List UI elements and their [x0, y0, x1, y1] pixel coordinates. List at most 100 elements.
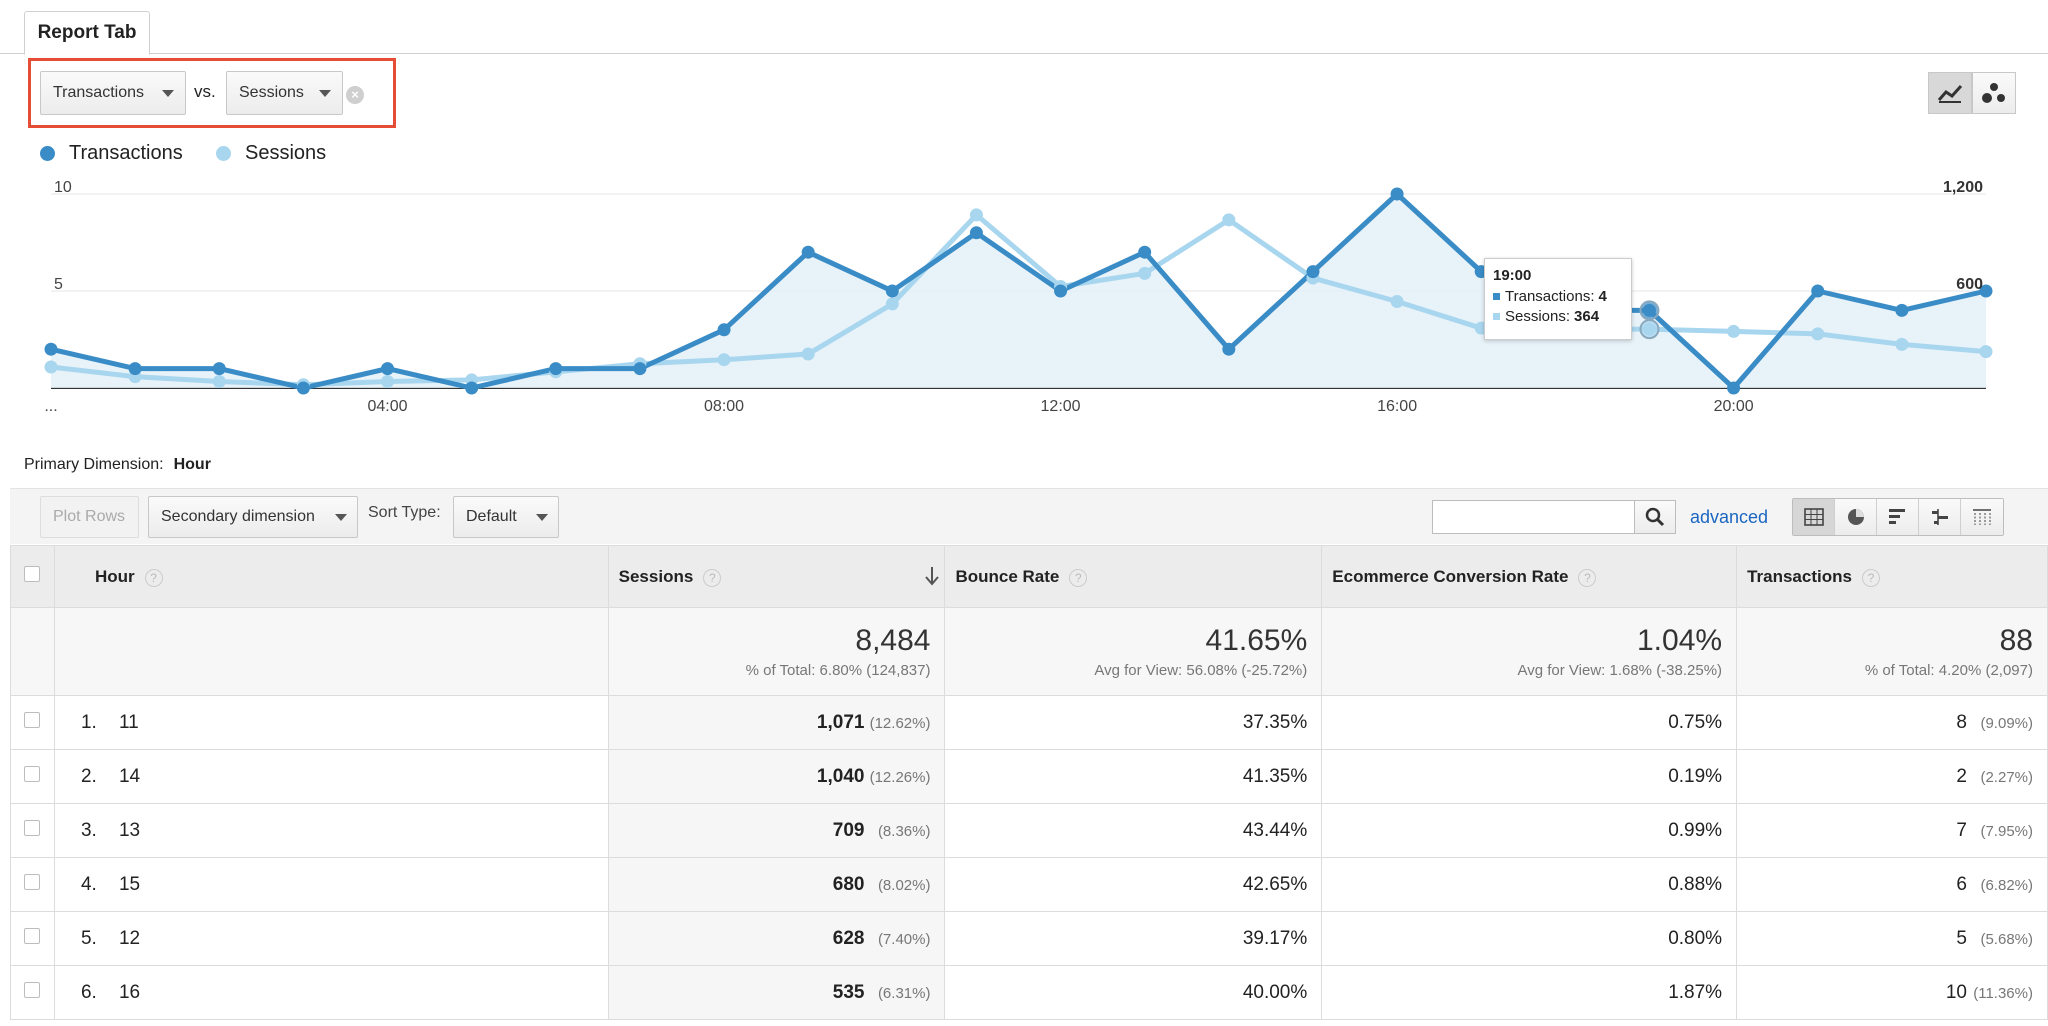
comparison-icon	[1931, 509, 1948, 525]
row-bounce-cell: 43.44%	[944, 803, 1323, 858]
row-transactions-cell: 8 (9.09%)	[1736, 695, 2048, 750]
data-point-transactions	[128, 362, 142, 376]
help-icon[interactable]: ?	[1578, 568, 1597, 587]
row-hour-link[interactable]: 12	[118, 927, 141, 949]
row-bounce-cell: 39.17%	[944, 911, 1323, 966]
row-hour-link[interactable]: 16	[118, 981, 141, 1003]
legend-dot-icon	[216, 146, 231, 161]
pivot-view-button[interactable]	[1961, 499, 2003, 535]
data-point-transactions	[1979, 284, 1993, 298]
primary-dimension-hour[interactable]: Hour	[173, 456, 211, 473]
total-value: 41.65%	[1205, 624, 1308, 657]
row-transactions-pct: (2.27%)	[1980, 768, 2033, 786]
row-checkbox[interactable]	[24, 981, 41, 998]
column-header-hour[interactable]: Hour?	[53, 545, 609, 608]
percentage-view-button[interactable]	[1835, 499, 1877, 535]
sort-type-dropdown[interactable]: Default	[453, 496, 559, 538]
advanced-filter-link[interactable]: advanced	[1690, 507, 1769, 527]
pie-chart-icon	[1847, 509, 1864, 525]
chevron-down-icon	[335, 514, 347, 521]
legend-sessions[interactable]: Sessions	[216, 142, 326, 165]
motion-chart-button[interactable]	[1972, 72, 2016, 114]
data-point-transactions	[885, 284, 899, 298]
plot-rows-button[interactable]: Plot Rows	[40, 496, 139, 538]
comparison-view-button[interactable]	[1919, 499, 1961, 535]
row-sessions-cell: 535 (6.31%)	[607, 965, 946, 1020]
data-point-sessions	[801, 347, 815, 361]
totals-row: 8,484 % of Total: 6.80% (124,837) 41.65% A…	[10, 607, 2048, 696]
y-axis-right-tick: 600	[1956, 276, 1983, 293]
row-bounce-value: 42.65%	[1242, 873, 1308, 895]
row-checkbox[interactable]	[24, 765, 41, 782]
table-search-input[interactable]	[1432, 500, 1636, 534]
data-point-transactions	[465, 381, 479, 395]
data-point-transactions	[1811, 284, 1825, 298]
data-point-transactions	[801, 245, 815, 259]
row-hour-link[interactable]: 11	[118, 711, 139, 733]
row-bounce-value: 39.17%	[1242, 927, 1308, 949]
row-hour-cell: 5. 12	[53, 911, 609, 966]
data-point-sessions	[717, 353, 731, 367]
sort-descending-icon	[925, 567, 940, 586]
data-point-transactions	[969, 226, 983, 240]
row-hour-link[interactable]: 14	[118, 765, 141, 787]
series-line-sessions	[50, 212, 1987, 388]
tab-report[interactable]: Report Tab	[24, 11, 150, 55]
column-header-sessions[interactable]: Sessions?	[607, 545, 946, 608]
data-point-sessions	[212, 375, 226, 389]
row-select-cell	[10, 695, 55, 750]
select-all-checkbox[interactable]	[24, 566, 41, 582]
row-bounce-cell: 40.00%	[944, 965, 1323, 1020]
tab-bar: Report Tab	[0, 0, 2048, 55]
help-icon[interactable]: ?	[144, 568, 163, 587]
help-icon[interactable]: ?	[703, 568, 722, 587]
row-hour-link[interactable]: 15	[118, 873, 141, 895]
data-point-sessions	[1138, 266, 1152, 280]
primary-metric-dropdown[interactable]: Transactions	[40, 71, 186, 115]
row-hour-link[interactable]: 13	[118, 819, 141, 841]
secondary-metric-label: Sessions	[239, 84, 304, 101]
row-transactions-cell: 5 (5.68%)	[1736, 911, 2048, 966]
metric-selector-highlight	[28, 58, 396, 128]
chevron-down-icon	[162, 90, 174, 97]
row-checkbox[interactable]	[24, 819, 41, 836]
column-header-conversion-rate[interactable]: Ecommerce Conversion Rate?	[1321, 545, 1738, 608]
row-checkbox[interactable]	[24, 711, 41, 728]
table-row: 5. 12 628 (7.40%) 39.17% 0.80% 5 (5.68%)	[10, 911, 2048, 966]
table-view-switcher	[1792, 498, 2004, 536]
remove-metric-icon[interactable]: ×	[346, 86, 364, 104]
tooltip-title: 19:00	[1493, 267, 1532, 284]
bar-chart-icon	[1888, 509, 1905, 524]
secondary-dimension-label: Secondary dimension	[161, 508, 315, 525]
column-header-transactions[interactable]: Transactions?	[1736, 545, 2048, 608]
row-select-cell	[10, 911, 55, 966]
secondary-dimension-dropdown[interactable]: Secondary dimension	[148, 496, 358, 538]
row-checkbox[interactable]	[24, 873, 41, 890]
help-icon[interactable]: ?	[1861, 568, 1880, 587]
table-row: 2. 14 1,040 (12.26%) 41.35% 0.19% 2 (2.27%)	[10, 749, 2048, 804]
line-chart-button[interactable]	[1928, 72, 1972, 114]
data-point-sessions	[969, 208, 983, 222]
legend-transactions[interactable]: Transactions	[40, 142, 183, 165]
series-swatch-icon	[1493, 313, 1500, 320]
y-axis-right-tick: 1,200	[1943, 179, 1983, 196]
row-conversion-value: 0.88%	[1668, 873, 1723, 895]
row-checkbox[interactable]	[24, 927, 41, 944]
data-view-button[interactable]	[1793, 499, 1835, 535]
performance-view-button[interactable]	[1877, 499, 1919, 535]
secondary-metric-dropdown[interactable]: Sessions	[226, 71, 343, 115]
row-conversion-value: 0.80%	[1668, 927, 1723, 949]
column-header-bounce-rate[interactable]: Bounce Rate?	[944, 545, 1323, 608]
x-axis-tick: 12:00	[1041, 398, 1081, 415]
totals-empty-cell	[53, 607, 609, 696]
data-point-transactions	[296, 381, 310, 395]
row-select-cell	[10, 857, 55, 912]
help-icon[interactable]: ?	[1069, 568, 1088, 587]
data-point-transactions	[381, 362, 395, 376]
row-transactions-pct: (11.36%)	[1973, 984, 2033, 1002]
chevron-down-icon	[536, 514, 548, 521]
search-button[interactable]	[1634, 500, 1676, 534]
line-chart[interactable]: 5 10 600 1,200... 04:00 08:00 12:00 16:00 20:00	[0, 170, 2048, 420]
row-sessions-cell: 1,040 (12.26%)	[607, 749, 946, 804]
pivot-table-icon	[1973, 509, 1991, 525]
